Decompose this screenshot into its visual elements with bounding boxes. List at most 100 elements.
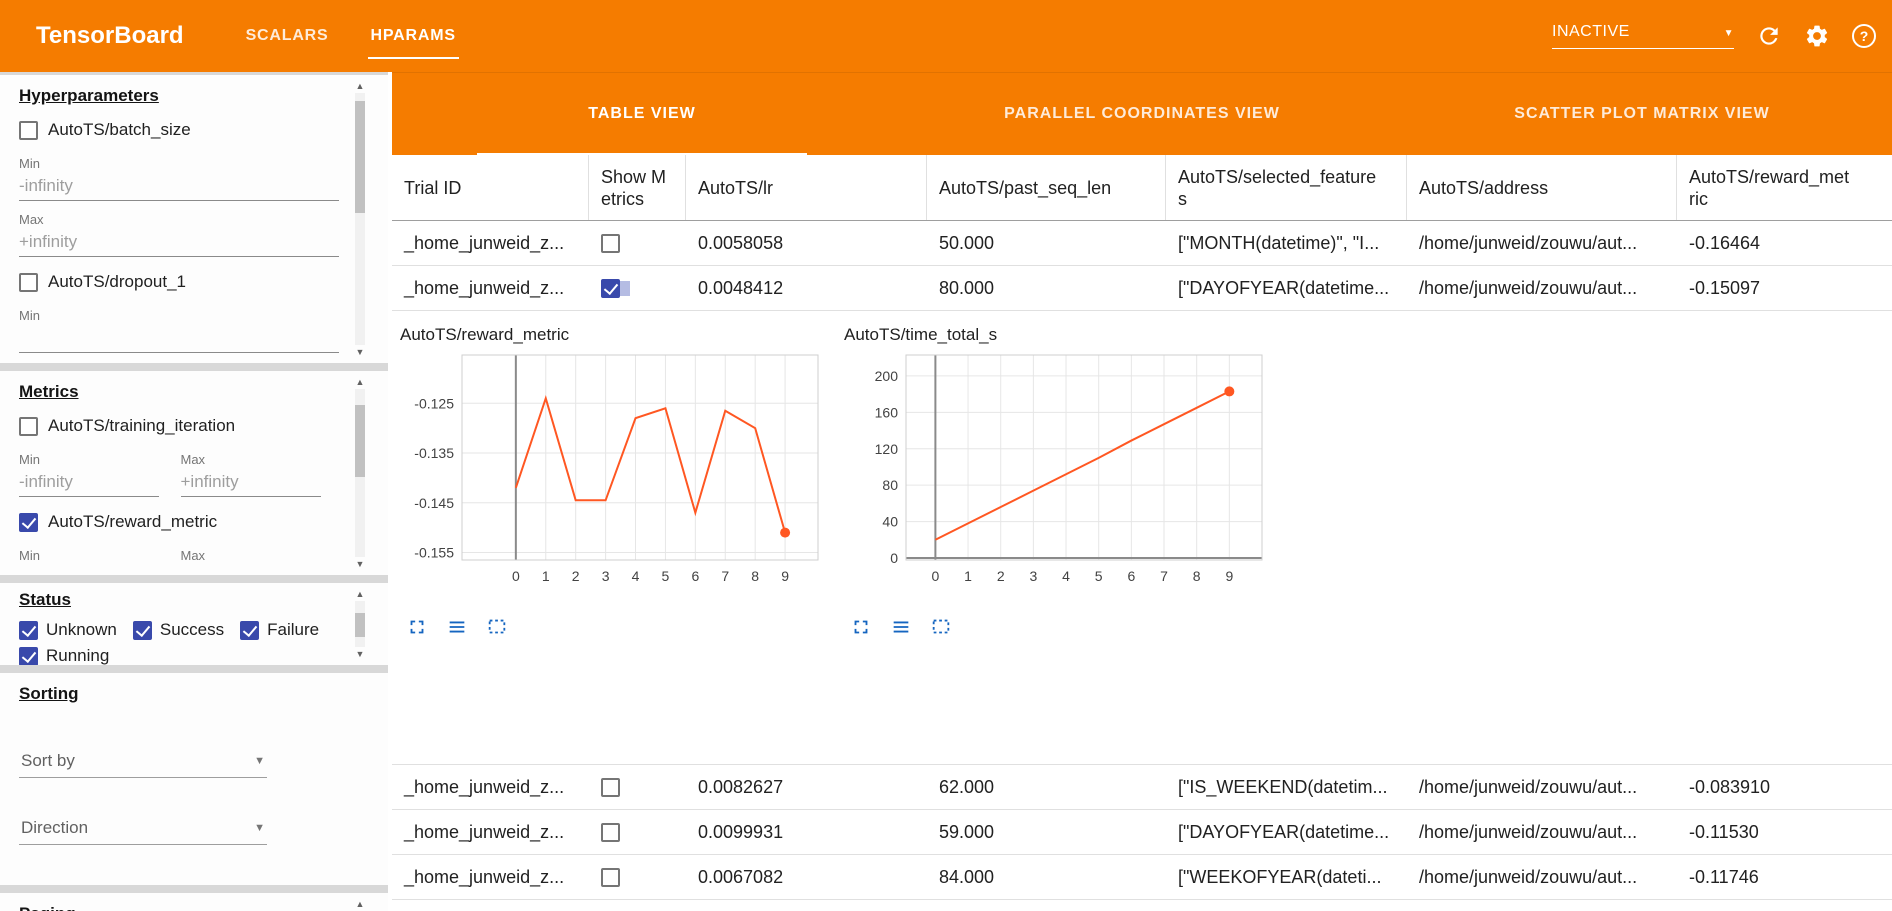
status-failure[interactable]: Failure xyxy=(240,617,319,643)
batch-size-min-input[interactable] xyxy=(19,172,339,201)
scroll-up-icon[interactable]: ▲ xyxy=(355,81,365,91)
column-header-address: AutoTS/address xyxy=(1407,155,1677,220)
show-metrics-checkbox[interactable] xyxy=(601,278,620,298)
training-iteration-max-input[interactable] xyxy=(180,468,321,497)
scrollbar-thumb[interactable] xyxy=(355,405,365,477)
metric-training-iteration-row[interactable]: AutoTS/training_iteration xyxy=(19,411,342,441)
column-header-past-seq-len: AutoTS/past_seq_len xyxy=(927,155,1166,220)
show-metrics-checkbox[interactable] xyxy=(601,233,620,253)
trial-id-cell: _home_junweid_z... xyxy=(404,866,565,887)
tab-hparams[interactable]: HPARAMS xyxy=(367,0,460,72)
scrollbar-thumb[interactable] xyxy=(355,101,365,213)
dropout-min-input[interactable] xyxy=(19,324,339,353)
chart-toolbar xyxy=(406,616,834,638)
tab-parallel-coordinates-view[interactable]: PARALLEL COORDINATES VIEW xyxy=(892,72,1392,155)
section-scrollbar[interactable]: ▲ ▼ xyxy=(354,377,366,569)
past-seq-len-cell: 62.000 xyxy=(939,776,995,797)
reward-min-input[interactable] xyxy=(19,564,159,575)
reward-max-input[interactable] xyxy=(180,564,321,575)
fullscreen-icon[interactable] xyxy=(406,616,428,638)
param-dropout-row[interactable]: AutoTS/dropout_1 xyxy=(19,267,342,297)
app-header: TensorBoard SCALARS HPARAMS INACTIVE ▼ ? xyxy=(0,0,1892,72)
param-batch-size-checkbox[interactable] xyxy=(19,120,38,140)
dropdown-arrow-icon: ▼ xyxy=(254,822,265,834)
svg-text:-0.135: -0.135 xyxy=(414,445,454,461)
selected-features-cell: ["DAYOFYEAR(datetime... xyxy=(1178,277,1390,298)
reload-status-dropdown[interactable]: INACTIVE ▼ xyxy=(1552,23,1734,49)
sort-by-select[interactable]: Sort by ▼ xyxy=(19,745,267,778)
fullscreen-icon[interactable] xyxy=(850,616,872,638)
section-scrollbar[interactable]: ▲ xyxy=(354,899,366,911)
scroll-up-icon[interactable]: ▲ xyxy=(355,589,365,599)
selected-features-cell: ["DAYOFYEAR(datetime... xyxy=(1178,821,1390,842)
status-failure-checkbox[interactable] xyxy=(240,620,260,640)
svg-text:6: 6 xyxy=(691,568,699,584)
tab-table-view-label: TABLE VIEW xyxy=(588,104,696,122)
status-failure-label: Failure xyxy=(267,620,320,639)
scroll-down-icon[interactable]: ▼ xyxy=(355,649,365,659)
svg-text:0: 0 xyxy=(890,550,898,566)
column-header-lr: AutoTS/lr xyxy=(686,155,927,220)
batch-size-max-input[interactable] xyxy=(19,228,339,257)
tab-table-view[interactable]: TABLE VIEW xyxy=(392,72,892,155)
scroll-up-icon[interactable]: ▲ xyxy=(355,899,365,909)
help-icon[interactable]: ? xyxy=(1852,24,1876,48)
show-metrics-checkbox[interactable] xyxy=(601,777,620,797)
metric-reward-row[interactable]: AutoTS/reward_metric xyxy=(19,507,342,537)
svg-text:6: 6 xyxy=(1127,568,1135,584)
time-total-line-chart[interactable]: 0 1 2 3 4 5 6 7 8 9 0 40 80 120 160 200 xyxy=(842,351,1278,604)
scroll-up-icon[interactable]: ▲ xyxy=(355,377,365,387)
section-scrollbar[interactable]: ▲ ▼ xyxy=(354,81,366,357)
hparams-sidebar: Hyperparameters AutoTS/batch_size Min Ma… xyxy=(0,72,392,911)
tab-scalars[interactable]: SCALARS xyxy=(246,0,329,72)
scrollbar-track[interactable] xyxy=(355,93,365,345)
show-metrics-checkbox[interactable] xyxy=(601,867,620,887)
metric-training-iteration-checkbox[interactable] xyxy=(19,416,38,436)
status-success[interactable]: Success xyxy=(132,617,224,643)
scrollbar-track[interactable] xyxy=(355,389,365,557)
metric-reward-checkbox[interactable] xyxy=(19,512,38,532)
trial-id-cell: _home_junweid_z... xyxy=(404,821,565,842)
scroll-down-icon[interactable]: ▼ xyxy=(355,347,365,357)
address-cell: /home/junweid/zouwu/aut... xyxy=(1419,821,1638,842)
min-label: Min xyxy=(19,452,40,467)
max-label: Max xyxy=(19,212,44,227)
log-scale-lines-icon[interactable] xyxy=(890,616,912,638)
svg-text:2: 2 xyxy=(997,568,1005,584)
marquee-select-icon[interactable] xyxy=(930,616,952,638)
trial-row: _home_junweid_z... 0.0067082 84.000 ["WE… xyxy=(392,855,1892,900)
status-unknown[interactable]: Unknown xyxy=(19,617,117,643)
status-unknown-checkbox[interactable] xyxy=(19,620,38,640)
chart-toolbar xyxy=(850,616,1278,638)
marquee-select-icon[interactable] xyxy=(486,616,508,638)
svg-text:5: 5 xyxy=(662,568,670,584)
param-batch-size-row[interactable]: AutoTS/batch_size xyxy=(19,115,342,145)
status-success-checkbox[interactable] xyxy=(132,620,152,640)
tab-scatter-plot-matrix-view[interactable]: SCATTER PLOT MATRIX VIEW xyxy=(1392,72,1892,155)
section-scrollbar[interactable]: ▲ ▼ xyxy=(354,589,366,659)
param-dropout-checkbox[interactable] xyxy=(19,272,38,292)
header-actions: INACTIVE ▼ ? xyxy=(1552,23,1892,49)
sort-by-value: Sort by xyxy=(21,751,75,770)
refresh-icon[interactable] xyxy=(1756,23,1782,49)
status-running[interactable]: Running xyxy=(19,643,109,665)
svg-text:9: 9 xyxy=(781,568,789,584)
reward-metric-line-chart[interactable]: 0 1 2 3 4 5 6 7 8 9 -0.125 -0.135 -0.145 -0.155 xyxy=(398,351,834,604)
max-label: Max xyxy=(180,452,206,467)
scrollbar-thumb[interactable] xyxy=(355,613,365,637)
settings-gear-icon[interactable] xyxy=(1804,23,1830,49)
status-running-checkbox[interactable] xyxy=(19,646,38,665)
trial-row: _home_junweid_z... 0.0058058 50.000 ["MO… xyxy=(392,221,1892,266)
lr-cell: 0.0067082 xyxy=(698,866,784,887)
training-iteration-min-input[interactable] xyxy=(19,468,159,497)
scroll-down-icon[interactable]: ▼ xyxy=(355,559,365,569)
show-metrics-checkbox[interactable] xyxy=(601,822,620,842)
log-scale-lines-icon[interactable] xyxy=(446,616,468,638)
svg-text:200: 200 xyxy=(875,368,899,384)
trials-table: Trial ID Show Metrics AutoTS/lr AutoTS/p… xyxy=(392,155,1892,911)
scrollbar-track[interactable] xyxy=(355,601,365,647)
chart-title: AutoTS/time_total_s xyxy=(844,325,998,344)
reward-metric-cell: -0.11530 xyxy=(1689,821,1759,842)
status-section: Status Unknown Success Failure xyxy=(0,583,388,665)
direction-select[interactable]: Direction ▼ xyxy=(19,812,267,845)
